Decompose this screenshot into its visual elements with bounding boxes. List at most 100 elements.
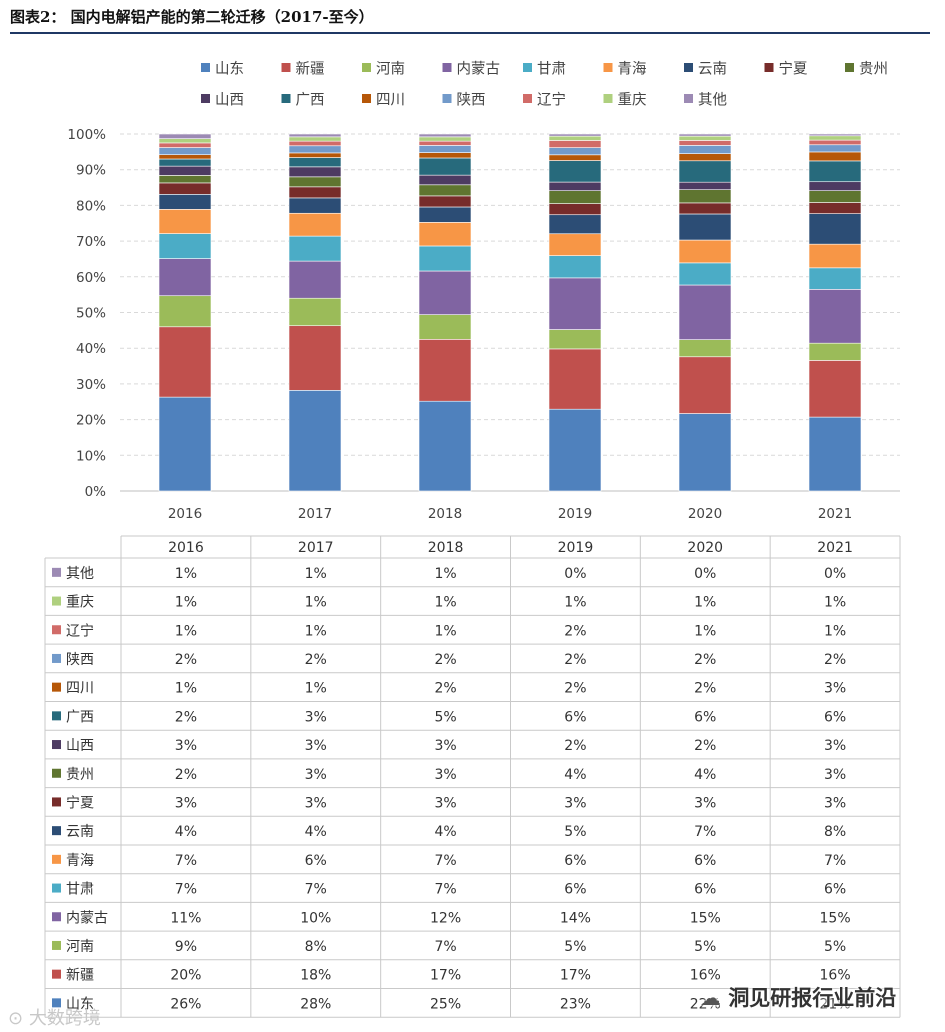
table-row-swatch: [52, 596, 61, 606]
y-tick-label: 100%: [67, 127, 106, 143]
legend-label: 四川: [376, 93, 405, 109]
bar-segment: [288, 133, 342, 138]
table-cell: 7%: [434, 939, 456, 955]
legend-label: 辽宁: [537, 92, 566, 109]
title-rule: [10, 32, 930, 34]
table-cell: 22%: [690, 996, 721, 1012]
bar-segment: [548, 233, 602, 256]
legend-swatch: [281, 94, 291, 103]
legend-swatch: [523, 94, 532, 103]
chart-gridlines: [120, 133, 900, 492]
bar-segment: [548, 133, 602, 137]
watermark-left: ⊙ 大数跨境: [8, 1004, 101, 1030]
bar-segment: [548, 408, 602, 492]
table-cell: 6%: [564, 853, 586, 869]
legend-swatch: [523, 63, 532, 72]
table-cell: 5%: [824, 939, 846, 955]
bar-segment: [158, 396, 212, 492]
y-tick-label: 0%: [85, 484, 107, 500]
table-cell: 3%: [694, 795, 716, 811]
table-row-swatch: [52, 711, 61, 721]
bar-segment: [288, 136, 342, 142]
bar-segment: [418, 157, 472, 176]
bar-segment: [548, 160, 602, 183]
bar-segment: [808, 133, 862, 137]
table-cell: 15%: [820, 910, 851, 926]
table-cell: 23%: [560, 996, 591, 1012]
bar-segment: [158, 182, 212, 195]
bar-segment: [678, 213, 732, 241]
figure-header: 图表2： 国内电解铝产能的第二轮迁移（2017-至今）: [10, 2, 930, 34]
bar-segment: [548, 140, 602, 148]
table-row: 甘肃 7% 7% 7% 6% 6% 6%: [52, 882, 846, 898]
legend-swatch: [201, 94, 210, 103]
bar-segment: [288, 157, 342, 168]
bar-stack: [548, 133, 602, 492]
table-row-swatch: [52, 740, 61, 750]
bar-segment: [418, 184, 472, 197]
bar-segment: [158, 326, 212, 398]
table-cell: 26%: [170, 996, 201, 1012]
table-row-label: 陕西: [66, 652, 94, 668]
legend-label: 陕西: [457, 92, 486, 109]
table-cell: 7%: [694, 824, 716, 840]
table-cell: 7%: [305, 882, 327, 898]
bar-stack: [808, 133, 862, 492]
table-row-label: 山东: [66, 996, 94, 1012]
bar-segment: [418, 314, 472, 340]
table-cell: 1%: [434, 566, 456, 582]
table-column-header: 2018: [428, 540, 464, 556]
table-cell: 3%: [175, 795, 197, 811]
table-row-label: 广西: [66, 709, 94, 725]
table-row: 其他 1% 1% 1% 0% 0% 0%: [52, 566, 846, 582]
table-column-header: 2019: [558, 540, 594, 556]
bar-segment: [288, 145, 342, 154]
bar-segment: [678, 145, 732, 154]
table-cell: 7%: [175, 853, 197, 869]
bar-segment: [808, 181, 862, 191]
x-axis-ticks: 2016 2017 2018 2019 2020 2021: [168, 506, 852, 522]
table-cell: 9%: [175, 939, 197, 955]
table-cell: 3%: [824, 681, 846, 697]
table-cell: 7%: [824, 853, 846, 869]
y-tick-label: 60%: [76, 270, 106, 286]
bar-segment: [548, 147, 602, 156]
watermark-right-text: 洞见研报行业前沿: [728, 986, 897, 1010]
table-cell: 5%: [434, 709, 456, 725]
table-cell: 4%: [564, 767, 586, 783]
table-row-swatch: [52, 912, 61, 922]
legend-swatch: [201, 63, 210, 72]
bar-segment: [418, 245, 472, 272]
bar-segment: [418, 145, 472, 153]
table-cell: 4%: [305, 824, 327, 840]
table-row: 陕西 2% 2% 2% 2% 2% 2%: [52, 652, 846, 668]
table-row-label: 重庆: [66, 595, 94, 611]
bar-stack: [158, 133, 212, 492]
bar-segment: [678, 413, 732, 492]
bar-segment: [808, 360, 862, 418]
table-row: 河南 9% 8% 7% 5% 5% 5%: [52, 939, 846, 955]
bar-segment: [548, 181, 602, 191]
table-cell: 8%: [824, 824, 846, 840]
legend-label: 贵州: [859, 61, 888, 78]
table-cell: 6%: [824, 709, 846, 725]
table-row-label: 云南: [66, 824, 94, 840]
bar-segment: [158, 233, 212, 259]
bar-segment: [808, 139, 862, 146]
table-cell: 3%: [824, 767, 846, 783]
legend-label: 宁夏: [779, 61, 808, 78]
table-cell: 3%: [305, 767, 327, 783]
x-tick-label: 2017: [298, 506, 332, 522]
table-cell: 5%: [694, 939, 716, 955]
legend-label: 山西: [215, 92, 244, 109]
x-tick-label: 2020: [688, 506, 722, 522]
bar-segment: [288, 260, 342, 299]
table-cell: 0%: [694, 566, 716, 582]
bar-segment: [808, 289, 862, 344]
bar-segment: [288, 197, 342, 214]
bar-segment: [418, 206, 472, 223]
table-cell: 6%: [564, 882, 586, 898]
table-column-header: 2021: [817, 540, 853, 556]
bar-segment: [808, 135, 862, 141]
table-row: 青海 7% 6% 7% 6% 6% 7%: [52, 853, 846, 869]
